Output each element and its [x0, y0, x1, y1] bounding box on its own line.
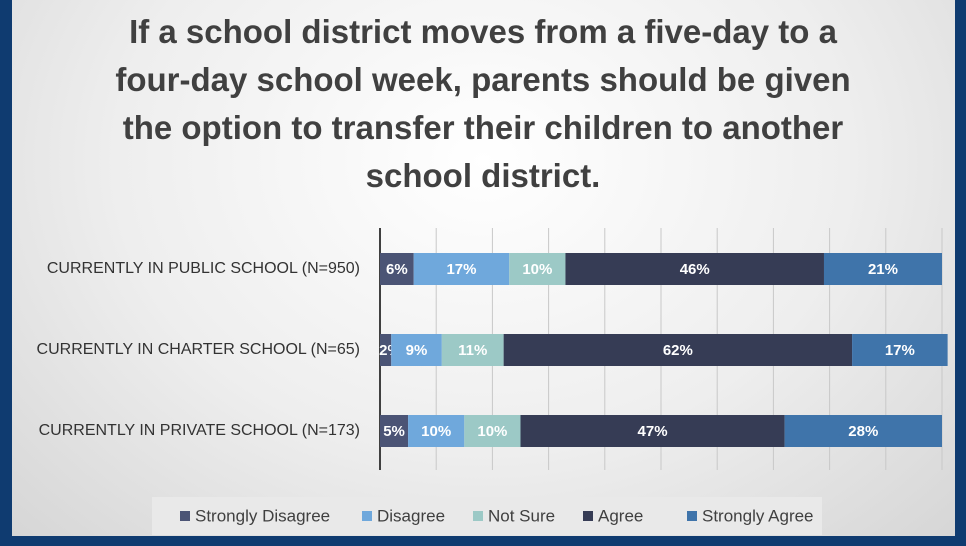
legend-label: Strongly Agree [702, 506, 814, 525]
data-label: 46% [680, 261, 710, 278]
legend-label: Strongly Disagree [195, 506, 330, 525]
category-label: CURRENTLY IN PUBLIC SCHOOL (N=950) [47, 260, 360, 277]
legend-label: Disagree [377, 506, 445, 525]
data-label: 47% [638, 423, 668, 440]
legend-label: Not Sure [488, 506, 555, 525]
legend-label: Agree [598, 506, 643, 525]
legend-swatch [473, 511, 483, 521]
data-label: 62% [663, 342, 693, 359]
chart-title: If a school district moves from a five-d… [115, 13, 851, 194]
bar-segment [565, 253, 824, 285]
bar-segment [391, 334, 442, 366]
data-label: 11% [458, 342, 487, 359]
legend-swatch [180, 511, 190, 521]
category-label: CURRENTLY IN PRIVATE SCHOOL (N=173) [39, 422, 360, 439]
data-label: 17% [446, 261, 476, 278]
bar-segment [464, 415, 521, 447]
legend-box [152, 497, 822, 535]
data-label: 28% [848, 423, 878, 440]
bar-segment [784, 415, 942, 447]
bar-segment [852, 334, 948, 366]
bar-segment [380, 253, 414, 285]
bar-segment [503, 334, 853, 366]
data-label: 9% [406, 342, 428, 359]
data-label: 17% [885, 342, 915, 359]
data-label: 10% [522, 261, 552, 278]
bar-segment [441, 334, 504, 366]
legend-swatch [362, 511, 372, 521]
legend-swatch [687, 511, 697, 521]
bar-segment [380, 415, 409, 447]
data-label: 21% [868, 261, 898, 278]
bar-segment [413, 253, 510, 285]
bar-segment [520, 415, 785, 447]
data-label: 5% [383, 423, 405, 440]
bar-segment [823, 253, 942, 285]
data-label: 10% [477, 423, 507, 440]
bar-segment [509, 253, 566, 285]
data-label: 6% [386, 261, 408, 278]
bar-segment [408, 415, 465, 447]
bar-segment [380, 334, 392, 366]
data-label: 10% [421, 423, 451, 440]
category-label: CURRENTLY IN CHARTER SCHOOL (N=65) [37, 341, 360, 358]
legend-swatch [583, 511, 593, 521]
